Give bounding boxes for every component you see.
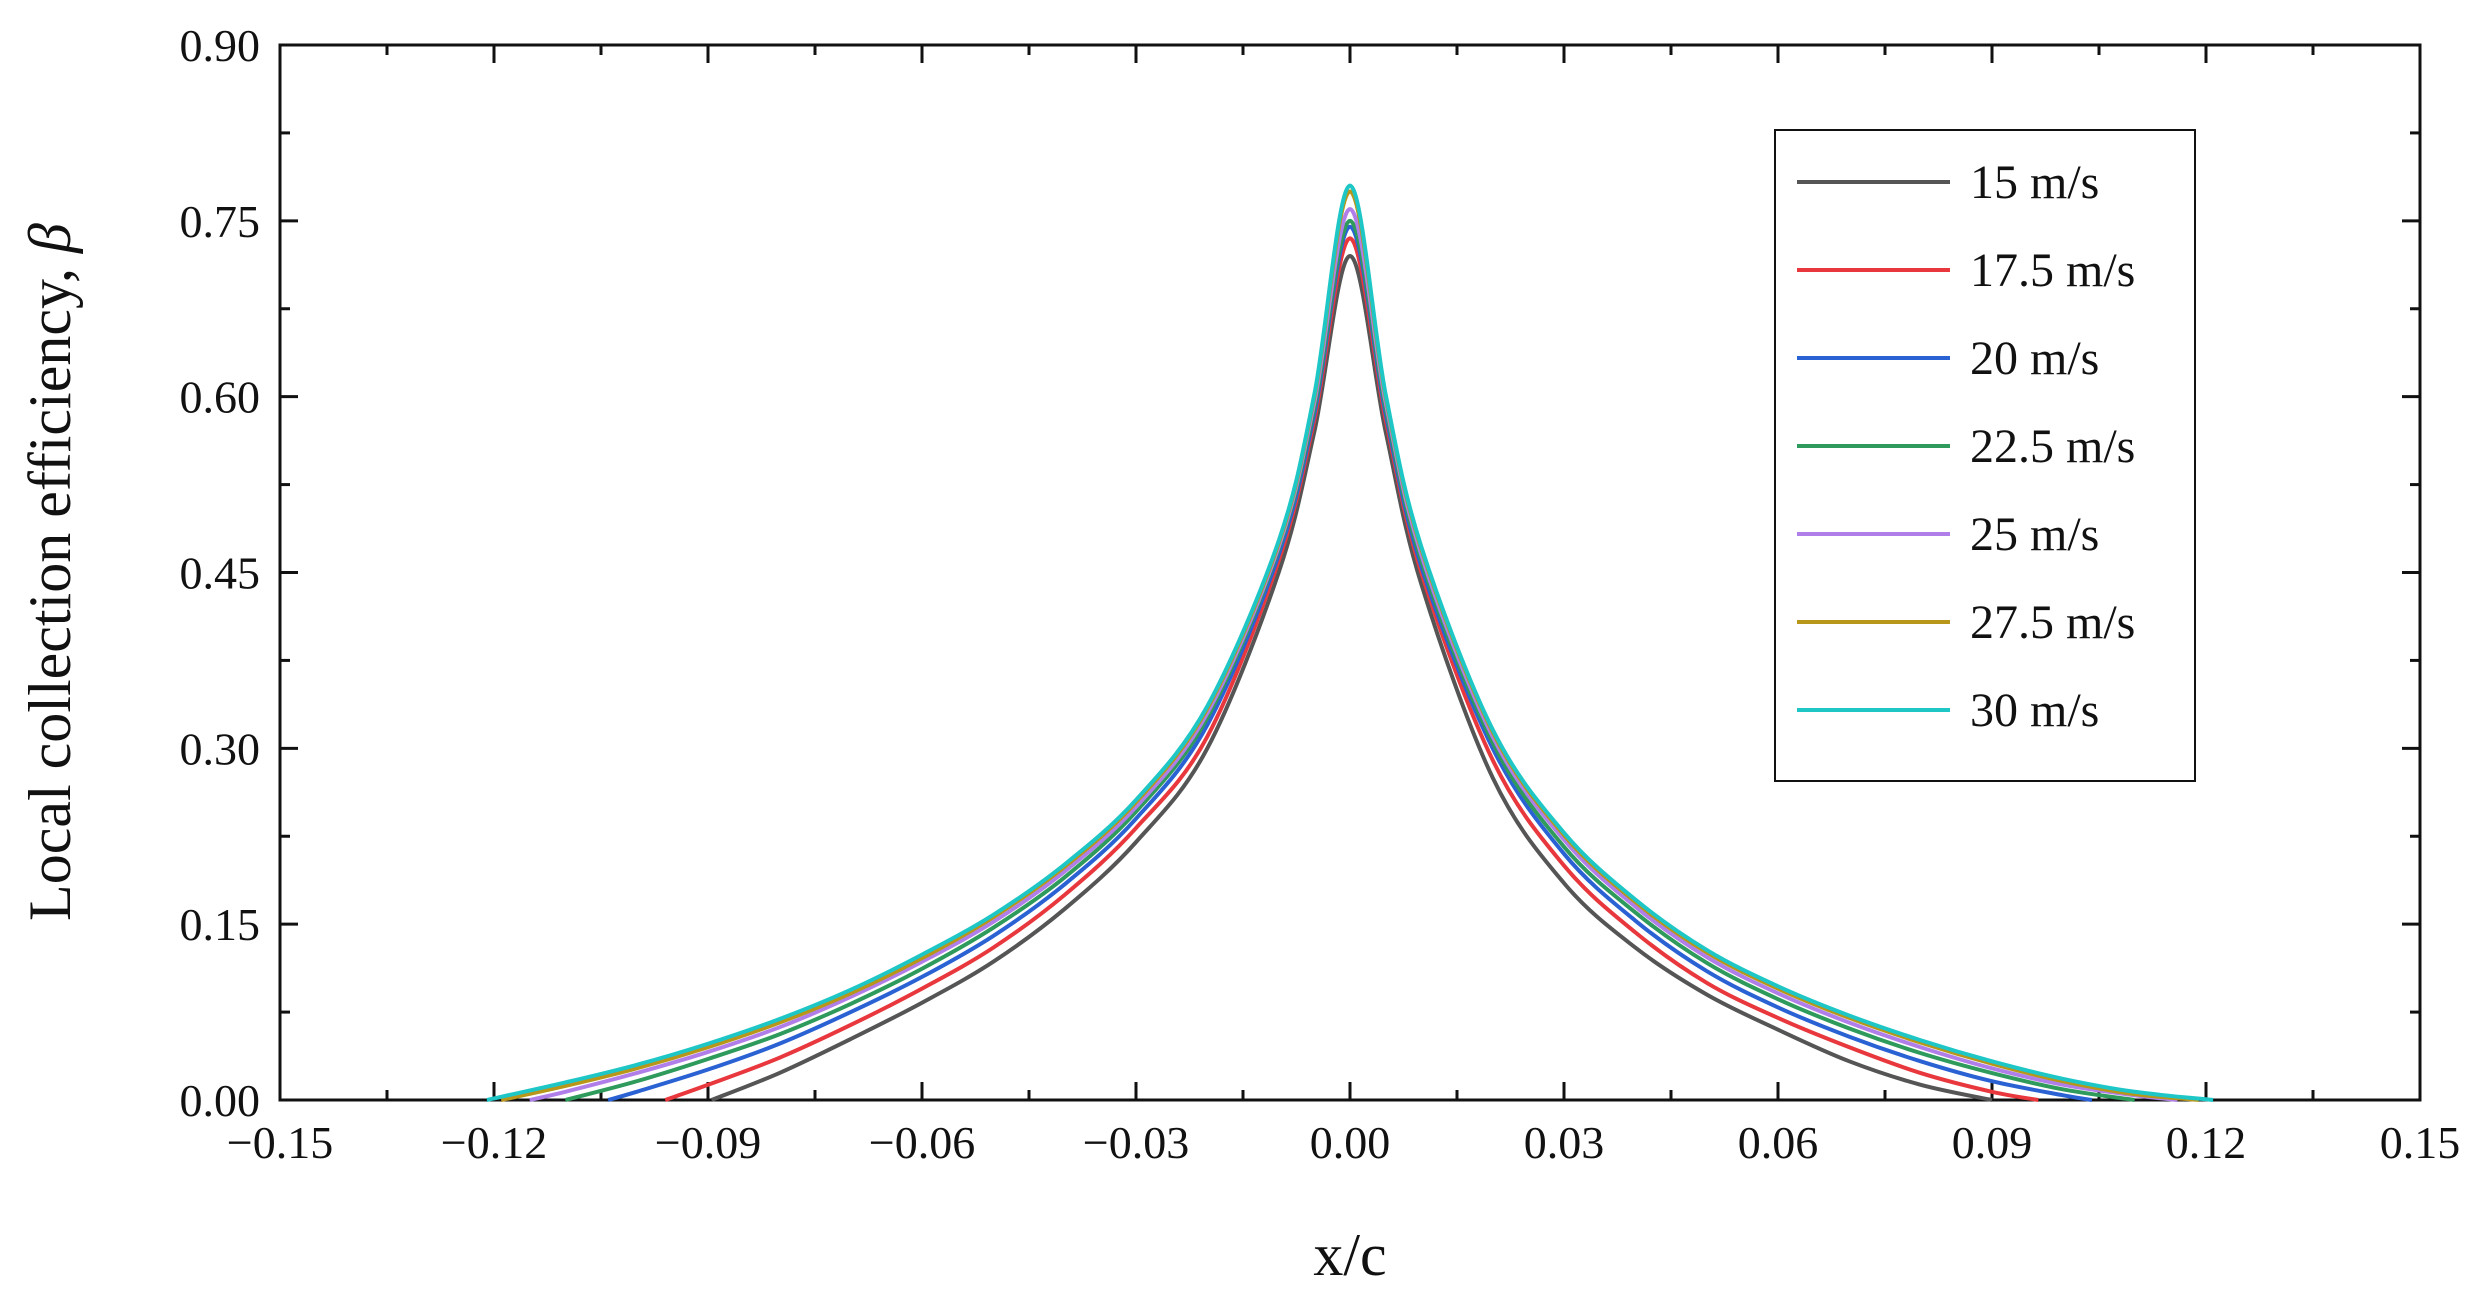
x-tick-label: −0.15 xyxy=(227,1117,333,1168)
x-tick-label: 0.09 xyxy=(1952,1117,2033,1168)
y-tick-label: 0.45 xyxy=(180,548,261,599)
legend-label: 17.5 m/s xyxy=(1970,244,2135,297)
axis-ticks: −0.15 −0.12 −0.09 −0.06 −0.03 0.00 0.03 0.06 0.0… xyxy=(180,20,2461,1168)
y-axis-title-text: Local collection efficiency, xyxy=(17,253,83,921)
y-axis-title: Local collection efficiency, β xyxy=(17,223,83,921)
y-tick-label: 0.00 xyxy=(180,1075,261,1126)
legend: 15 m/s 17.5 m/s 20 m/s 22.5 m/s 25 m/s 27.5 m… xyxy=(1774,129,2196,782)
legend-label: 22.5 m/s xyxy=(1970,420,2135,473)
x-tick-label: −0.09 xyxy=(655,1117,761,1168)
y-tick-label: 0.30 xyxy=(180,723,261,774)
y-axis-title-symbol: β xyxy=(17,223,83,254)
y-tick-label: 0.90 xyxy=(180,20,261,71)
series-line xyxy=(529,207,2178,1102)
series-line xyxy=(500,189,2200,1102)
series-line xyxy=(486,183,2214,1102)
x-tick-label: 0.03 xyxy=(1524,1117,1605,1168)
legend-label: 20 m/s xyxy=(1970,332,2099,385)
legend-box xyxy=(1774,129,2196,782)
x-tick-label: 0.00 xyxy=(1310,1117,1391,1168)
legend-label: 15 m/s xyxy=(1970,156,2099,209)
legend-label: 25 m/s xyxy=(1970,508,2099,561)
x-tick-label: −0.12 xyxy=(441,1117,547,1168)
x-tick-label: 0.06 xyxy=(1738,1117,1819,1168)
x-tick-label: 0.15 xyxy=(2380,1117,2461,1168)
y-tick-label: 0.15 xyxy=(180,899,261,950)
series-line xyxy=(710,254,1993,1102)
series-line xyxy=(564,218,2135,1102)
y-tick-label: 0.75 xyxy=(180,196,261,247)
x-tick-label: −0.06 xyxy=(869,1117,975,1168)
x-axis-title: x/c xyxy=(1313,1222,1386,1288)
legend-label: 27.5 m/s xyxy=(1970,596,2135,649)
legend-label: 30 m/s xyxy=(1970,684,2099,737)
series-line xyxy=(664,236,2039,1102)
x-tick-label: −0.03 xyxy=(1083,1117,1189,1168)
x-tick-label: 0.12 xyxy=(2166,1117,2247,1168)
series-lines xyxy=(486,183,2214,1102)
y-tick-label: 0.60 xyxy=(180,372,261,423)
series-line xyxy=(607,224,2093,1102)
